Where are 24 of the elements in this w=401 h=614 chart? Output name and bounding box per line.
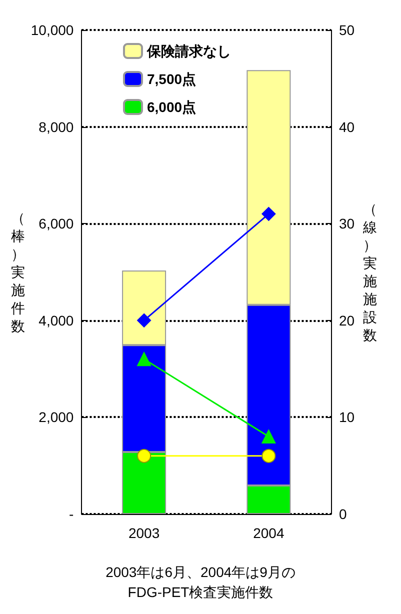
y2-tick-label: 30 bbox=[339, 216, 355, 232]
text: 2003年は6月、2004年は9月の FDG-PET検査実施件数 bbox=[106, 564, 296, 600]
point bbox=[262, 448, 276, 463]
y2-tick-label: 40 bbox=[339, 118, 355, 135]
y-tick-label: - bbox=[69, 506, 74, 522]
x-tick-label: 2003 bbox=[128, 525, 160, 541]
point bbox=[137, 448, 152, 463]
y-tick-label: 6,000 bbox=[38, 216, 74, 232]
y-axis-title: （棒）実施件数 bbox=[11, 210, 25, 334]
y2-tick-label: 20 bbox=[339, 312, 355, 328]
y-tick-label: 2,000 bbox=[38, 409, 74, 426]
y-tick-label: 4,000 bbox=[38, 312, 74, 328]
legend-label: 保険請求なし bbox=[146, 43, 231, 59]
y-tick-label: 8,000 bbox=[38, 118, 74, 135]
y2-tick-label: 0 bbox=[339, 506, 347, 522]
y2-tick-label: 50 bbox=[339, 22, 355, 38]
y2-axis-title: （線）実施施設数 bbox=[362, 201, 377, 343]
point bbox=[262, 206, 276, 221]
legend-label: 6,000点 bbox=[147, 99, 196, 115]
point bbox=[137, 313, 152, 328]
legend-label: 7,500点 bbox=[147, 71, 196, 87]
y2-tick-label: 10 bbox=[339, 409, 355, 426]
x-tick-label: 2004 bbox=[253, 525, 284, 541]
y-tick-label: 10,000 bbox=[30, 22, 74, 38]
